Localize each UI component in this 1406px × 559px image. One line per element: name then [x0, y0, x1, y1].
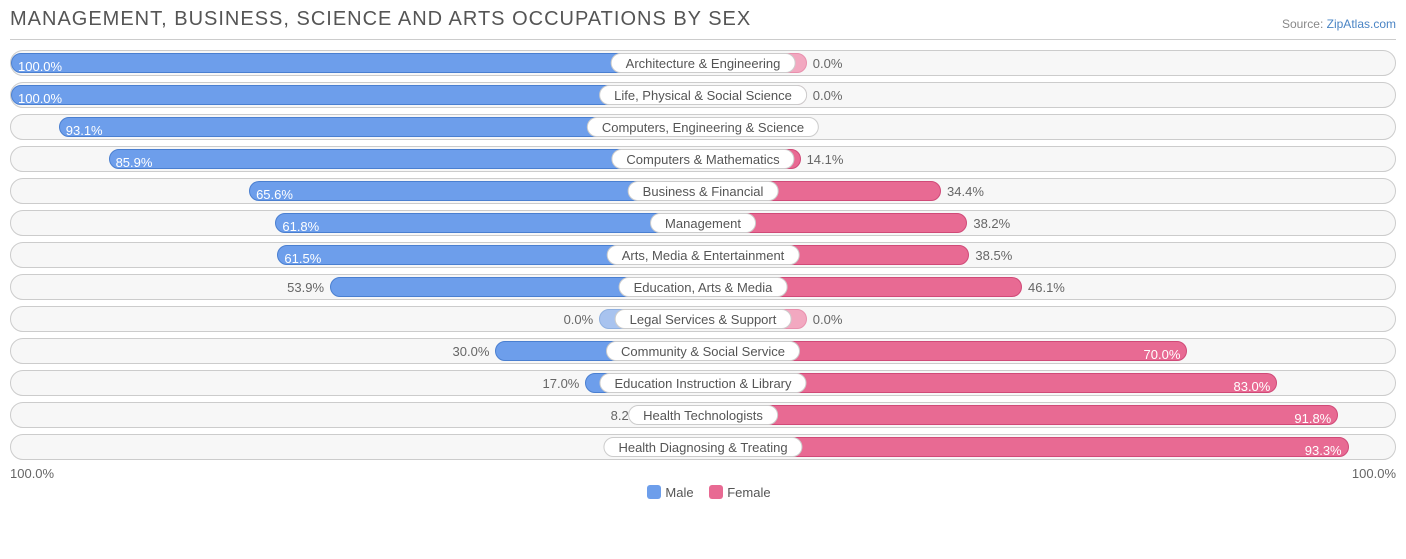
- male-value: 30.0%: [453, 339, 490, 365]
- chart-row: 100.0%0.0%Life, Physical & Social Scienc…: [10, 82, 1396, 108]
- female-value: 14.1%: [807, 147, 844, 173]
- chart-row: 93.1%6.9%Computers, Engineering & Scienc…: [10, 114, 1396, 140]
- category-label: Life, Physical & Social Science: [599, 85, 807, 105]
- female-value: 0.0%: [813, 83, 843, 109]
- female-bar: 91.8%: [703, 405, 1338, 425]
- legend-female-label: Female: [727, 485, 770, 500]
- x-axis: 100.0% 100.0%: [10, 466, 1396, 481]
- male-value: 0.0%: [564, 307, 594, 333]
- female-value: 46.1%: [1028, 275, 1065, 301]
- chart-row: 0.0% 0.0% Legal Services & Support: [10, 306, 1396, 332]
- male-value: 65.6%: [256, 182, 293, 208]
- category-label: Health Diagnosing & Treating: [603, 437, 802, 457]
- male-bar: 100.0%: [11, 53, 703, 73]
- chart-row: 6.7%93.3%Health Diagnosing & Treating: [10, 434, 1396, 460]
- female-swatch: [709, 485, 723, 499]
- female-value: 34.4%: [947, 179, 984, 205]
- male-value: 61.8%: [282, 214, 319, 240]
- category-label: Architecture & Engineering: [611, 53, 796, 73]
- female-value: 91.8%: [1294, 406, 1331, 432]
- chart-row: 100.0% 0.0% Architecture & Engineering: [10, 50, 1396, 76]
- category-label: Management: [650, 213, 756, 233]
- category-label: Business & Financial: [628, 181, 779, 201]
- divider: [10, 39, 1396, 40]
- male-value: 85.9%: [116, 150, 153, 176]
- chart-row: 61.5%38.5%Arts, Media & Entertainment: [10, 242, 1396, 268]
- source-prefix: Source:: [1282, 17, 1327, 31]
- category-label: Arts, Media & Entertainment: [607, 245, 800, 265]
- female-value: 38.5%: [975, 243, 1012, 269]
- chart-row: 30.0%70.0%Community & Social Service: [10, 338, 1396, 364]
- female-value: 93.3%: [1305, 438, 1342, 464]
- chart-row: 17.0%83.0%Education Instruction & Librar…: [10, 370, 1396, 396]
- source-link[interactable]: ZipAtlas.com: [1327, 17, 1396, 31]
- axis-left-label: 100.0%: [10, 466, 54, 481]
- category-label: Education Instruction & Library: [599, 373, 806, 393]
- category-label: Community & Social Service: [606, 341, 800, 361]
- axis-right-label: 100.0%: [1352, 466, 1396, 481]
- female-value: 70.0%: [1144, 342, 1181, 368]
- male-value: 93.1%: [66, 118, 103, 144]
- female-value: 83.0%: [1233, 374, 1270, 400]
- male-value: 53.9%: [287, 275, 324, 301]
- female-value: 38.2%: [973, 211, 1010, 237]
- male-bar: 61.8%: [275, 213, 703, 233]
- male-value: 100.0%: [18, 86, 62, 112]
- chart-row: 61.8% 38.2% Management: [10, 210, 1396, 236]
- chart-row: 65.6%34.4%Business & Financial: [10, 178, 1396, 204]
- chart-row: 85.9%14.1%Computers & Mathematics: [10, 146, 1396, 172]
- female-value: 0.0%: [813, 51, 843, 77]
- category-label: Health Technologists: [628, 405, 778, 425]
- chart-row: 53.9% 46.1% Education, Arts & Media: [10, 274, 1396, 300]
- source-attribution: Source: ZipAtlas.com: [1282, 17, 1396, 31]
- diverging-bar-chart: 100.0%0.0%Architecture & Engineering100.…: [10, 50, 1396, 460]
- legend: Male Female: [10, 485, 1396, 500]
- male-value: 100.0%: [18, 54, 62, 80]
- category-label: Education, Arts & Media: [619, 277, 788, 297]
- female-value: 0.0%: [813, 307, 843, 333]
- chart-header: MANAGEMENT, BUSINESS, SCIENCE AND ARTS O…: [10, 8, 1396, 31]
- male-value: 61.5%: [284, 246, 321, 272]
- category-label: Legal Services & Support: [615, 309, 792, 329]
- chart-title: MANAGEMENT, BUSINESS, SCIENCE AND ARTS O…: [10, 8, 751, 31]
- category-label: Computers & Mathematics: [611, 149, 794, 169]
- male-value: 17.0%: [543, 371, 580, 397]
- chart-row: 8.2%91.8%Health Technologists: [10, 402, 1396, 428]
- category-label: Computers, Engineering & Science: [587, 117, 819, 137]
- male-swatch: [647, 485, 661, 499]
- legend-male-label: Male: [665, 485, 693, 500]
